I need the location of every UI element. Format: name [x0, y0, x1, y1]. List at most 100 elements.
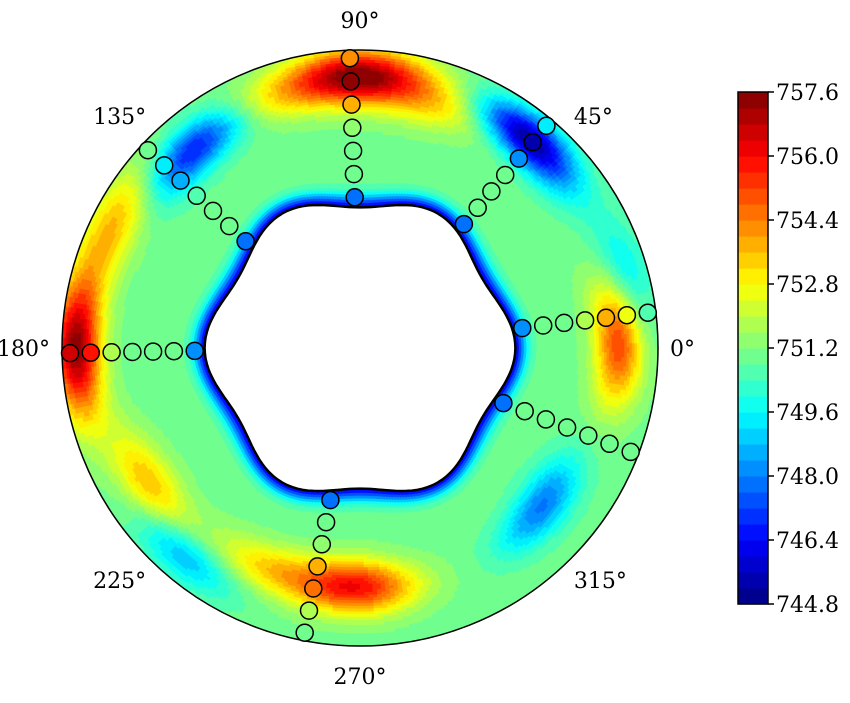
- contour-cell: [611, 338, 615, 344]
- contour-cell: [535, 332, 539, 336]
- contour-cell: [526, 338, 529, 343]
- contour-cell: [558, 340, 562, 345]
- contour-cell: [637, 317, 642, 324]
- contour-cell: [592, 326, 597, 332]
- contour-cell: [566, 336, 570, 341]
- contour-cell: [528, 344, 532, 348]
- contour-cell: [633, 323, 637, 329]
- contour-cell: [651, 279, 656, 286]
- contour-cell: [606, 343, 610, 348]
- contour-cell: [616, 329, 620, 335]
- contour-cell: [644, 337, 648, 343]
- contour-cell: [611, 342, 615, 348]
- contour-cell: [656, 305, 659, 312]
- contour-cell: [651, 326, 655, 333]
- contour-cell: [651, 342, 655, 348]
- contour-cell: [546, 337, 550, 342]
- contour-cell: [631, 328, 635, 334]
- contour-cell: [600, 330, 605, 336]
- contour-cell: [571, 340, 575, 345]
- contour-cell: [536, 344, 540, 348]
- contour-cell: [518, 339, 522, 343]
- contour-cell: [565, 332, 569, 338]
- contour-cell: [545, 334, 549, 339]
- contour-cell: [564, 343, 567, 348]
- contour-cell: [615, 320, 619, 326]
- contour-cell: [616, 342, 620, 348]
- contour-cell: [584, 339, 587, 345]
- contour-cell: [538, 341, 542, 345]
- contour-cell: [611, 334, 615, 340]
- contour-cell: [555, 330, 559, 335]
- contour-cell: [630, 323, 634, 329]
- contour-cell: [572, 324, 576, 330]
- contour-cell: [528, 335, 532, 340]
- contour-cell: [568, 336, 572, 341]
- contour-cell: [654, 342, 658, 348]
- contour-cell: [606, 334, 610, 340]
- contour-cell: [620, 324, 624, 330]
- contour-cell: [568, 340, 572, 345]
- contour-cell: [626, 333, 630, 339]
- contour-cell: [571, 343, 575, 348]
- contour-cell: [600, 326, 604, 332]
- contour-cell: [621, 338, 625, 344]
- contour-cell: [594, 318, 598, 324]
- contour-cell: [551, 337, 555, 342]
- contour-cell: [613, 333, 617, 340]
- contour-cell: [644, 332, 648, 339]
- contour-cell: [556, 344, 560, 348]
- contour-cell: [623, 328, 627, 335]
- contour-cell: [658, 321, 661, 327]
- contour-cell: [554, 344, 557, 348]
- contour-cell: [531, 341, 535, 345]
- contour-cell: [436, 55, 444, 61]
- contour-cell: [608, 325, 612, 331]
- contour-cell: [635, 322, 639, 329]
- contour-cell: [636, 327, 640, 334]
- contour-cell: [556, 340, 560, 345]
- contour-cell: [628, 323, 632, 330]
- contour-cell: [544, 344, 547, 348]
- contour-cell: [526, 341, 530, 346]
- contour-cell: [570, 332, 574, 337]
- contour-cell: [618, 329, 622, 335]
- contour-cell: [659, 331, 662, 337]
- contour-cell: [626, 328, 630, 334]
- contour-cell: [644, 342, 648, 348]
- contour-cell: [558, 336, 562, 342]
- contour-cell: [654, 294, 659, 302]
- contour-cell: [623, 333, 627, 339]
- contour-cell: [553, 340, 557, 345]
- contour-cell: [523, 344, 527, 348]
- contour-cell: [623, 324, 627, 330]
- contour-cell: [563, 340, 567, 345]
- contour-cell: [531, 338, 534, 342]
- contour-cell: [543, 337, 547, 342]
- contour-cell: [619, 338, 623, 344]
- contour-cell: [650, 321, 655, 328]
- contour-cell: [610, 325, 614, 331]
- contour-cell: [586, 343, 590, 348]
- contour-cell: [531, 344, 535, 348]
- contour-cell: [609, 338, 613, 344]
- contour-cell: [638, 327, 642, 334]
- contour-cell: [431, 54, 439, 59]
- contour-cell: [575, 332, 579, 337]
- contour-cell: [521, 344, 525, 348]
- contour-cell: [561, 343, 565, 348]
- contour-cell: [518, 336, 522, 340]
- contour-cell: [624, 338, 628, 344]
- contour-cell: [572, 328, 577, 334]
- contour-cell: [641, 337, 645, 344]
- contour-cell: [652, 284, 657, 291]
- contour-cell: [626, 342, 630, 348]
- contour-cell: [543, 341, 547, 345]
- contour-cell: [651, 331, 655, 338]
- contour-cell: [585, 331, 589, 337]
- contour-cell: [626, 337, 630, 344]
- contour-cell: [546, 344, 550, 348]
- contour-cell: [515, 339, 519, 343]
- contour-cell: [515, 336, 519, 340]
